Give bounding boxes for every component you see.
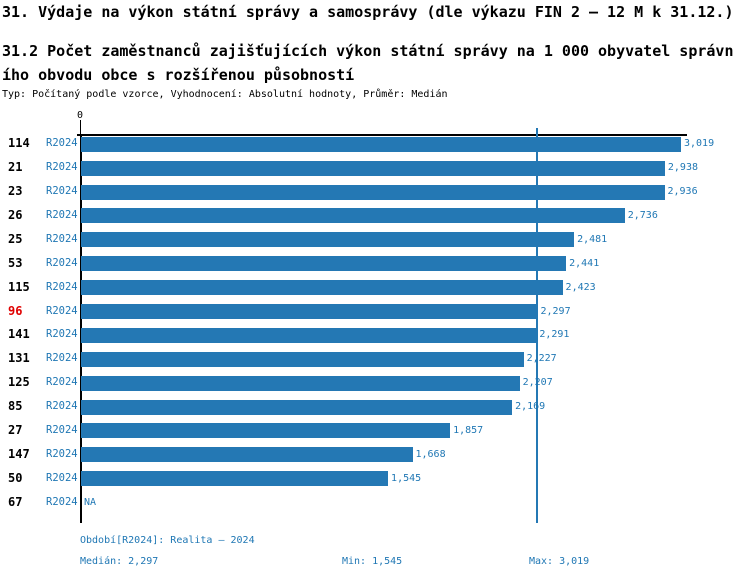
row-category-label: 21 [8, 160, 23, 175]
bar[interactable] [81, 471, 389, 487]
row-category-label: 23 [8, 184, 23, 199]
bar[interactable] [81, 208, 625, 224]
chart-row: 67 R2024 NA [0, 491, 750, 515]
row-series-label: R2024 [46, 161, 78, 174]
row-series-label: R2024 [46, 137, 78, 150]
row-category-label: 85 [8, 399, 23, 414]
row-category-label: 131 [8, 351, 30, 366]
x-axis-zero-tick-label: 0 [76, 110, 84, 121]
row-series-label: R2024 [46, 208, 78, 221]
chart-row: 125 R2024 2,207 [0, 371, 750, 395]
row-series-label: R2024 [46, 280, 78, 293]
bar-value-label: 2,169 [515, 401, 546, 413]
bar-value-label: 2,207 [522, 377, 553, 389]
bar-value-label: 2,936 [667, 186, 698, 198]
bar[interactable] [81, 399, 513, 415]
row-series-label: R2024 [46, 256, 78, 269]
bar-value-label: 1,857 [453, 424, 484, 436]
row-category-label: 114 [8, 136, 30, 151]
bar[interactable] [81, 351, 524, 367]
bar-value-label: 2,938 [667, 162, 698, 174]
chart-row: 85 R2024 2,169 [0, 395, 750, 419]
bar[interactable] [81, 303, 538, 319]
bar-value-label: 3,019 [684, 138, 715, 150]
row-series-label: R2024 [46, 471, 78, 484]
chart-subtitle: 31.2 Počet zaměstnanců zajišťujících výk… [2, 42, 734, 84]
row-category-label: 67 [8, 494, 23, 509]
bar[interactable] [81, 280, 563, 296]
row-category-label: 141 [8, 327, 30, 342]
row-series-label: R2024 [46, 376, 78, 389]
y-axis-line [79, 133, 82, 523]
bar-value-label: 1,668 [415, 448, 446, 460]
bar[interactable] [81, 327, 537, 343]
row-series-label: R2024 [46, 495, 78, 508]
row-series-label: R2024 [46, 304, 78, 317]
row-category-label: 26 [8, 207, 23, 222]
bar-value-label: 2,291 [539, 329, 570, 341]
bar[interactable] [81, 423, 451, 439]
row-series-label: R2024 [46, 352, 78, 365]
bar-na-label: NA [84, 496, 97, 508]
row-series-label: R2024 [46, 328, 78, 341]
bar-value-label: 2,297 [540, 305, 571, 317]
row-series-label: R2024 [46, 447, 78, 460]
chart-row: 23 R2024 2,936 [0, 180, 750, 204]
bar[interactable] [81, 375, 520, 391]
row-category-label: 147 [8, 446, 30, 461]
x-axis-tick-mark [79, 120, 81, 134]
footer-period-label: Období[R2024]: Realita – 2024 [80, 535, 255, 546]
chart-row: 27 R2024 1,857 [0, 419, 750, 443]
row-category-label: 96 [8, 303, 23, 318]
chart-row: 25 R2024 2,481 [0, 228, 750, 252]
median-line [536, 128, 538, 523]
bar-value-label: 2,481 [577, 233, 608, 245]
bar-value-label: 2,736 [627, 209, 658, 221]
row-series-label: R2024 [46, 423, 78, 436]
chart-row: 115 R2024 2,423 [0, 276, 750, 300]
row-series-label: R2024 [46, 400, 78, 413]
row-series-label: R2024 [46, 232, 78, 245]
x-axis-line [77, 133, 687, 136]
bar-value-label: 2,227 [526, 353, 557, 365]
chart-row: 141 R2024 2,291 [0, 323, 750, 347]
chart-row: 131 R2024 2,227 [0, 347, 750, 371]
chart-row: 147 R2024 1,668 [0, 443, 750, 467]
bar[interactable] [81, 136, 681, 152]
row-category-label: 50 [8, 470, 23, 485]
footer-min-value: Min: 1,545 [342, 556, 403, 567]
row-category-label: 115 [8, 279, 30, 294]
row-category-label: 25 [8, 231, 23, 246]
chart-row: 53 R2024 2,441 [0, 252, 750, 276]
bar[interactable] [81, 256, 567, 272]
footer-max-value: Max: 3,019 [529, 556, 590, 567]
footer-median-value: Medián: 2,297 [80, 556, 159, 567]
bar[interactable] [81, 160, 665, 176]
row-category-label: 125 [8, 375, 30, 390]
chart-row: 114 R2024 3,019 [0, 132, 750, 156]
bar-value-label: 2,441 [569, 257, 600, 269]
row-category-label: 27 [8, 422, 23, 437]
bar-chart-rows: 114 R2024 3,019 21 R2024 2,938 23 R2024 2,936 26 R… [0, 132, 750, 514]
row-category-label: 53 [8, 255, 23, 270]
chart-meta-line: Typ: Počítaný podle vzorce, Vyhodnocení:… [2, 89, 448, 100]
bar[interactable] [81, 447, 413, 463]
bar[interactable] [81, 232, 575, 248]
bar-value-label: 2,423 [565, 281, 596, 293]
row-series-label: R2024 [46, 185, 78, 198]
chart-row: 96 R2024 2,297 [0, 300, 750, 324]
chart-title: 31. Výdaje na výkon státní správy a samo… [2, 3, 734, 21]
chart-row: 50 R2024 1,545 [0, 467, 750, 491]
chart-row: 26 R2024 2,736 [0, 204, 750, 228]
bar-value-label: 1,545 [391, 472, 422, 484]
chart-row: 21 R2024 2,938 [0, 156, 750, 180]
bar[interactable] [81, 184, 665, 200]
